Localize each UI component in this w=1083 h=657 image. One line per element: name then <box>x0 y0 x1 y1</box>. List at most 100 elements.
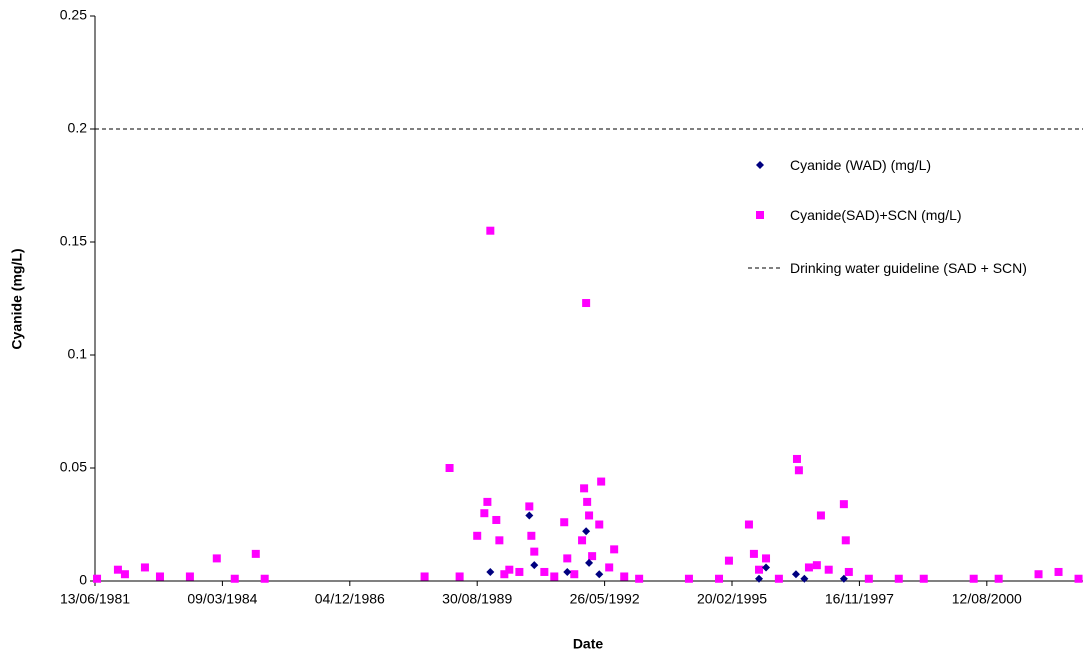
square-marker <box>455 572 464 581</box>
diamond-marker <box>791 570 800 579</box>
square-marker <box>605 563 614 572</box>
square-marker <box>492 515 501 524</box>
square-marker <box>505 565 514 574</box>
legend-label: Cyanide(SAD)+SCN (mg/L) <box>790 207 962 223</box>
square-marker <box>260 574 269 583</box>
square-marker <box>774 574 783 583</box>
square-marker <box>500 570 509 579</box>
square-marker <box>755 565 764 574</box>
square-marker <box>994 574 1003 583</box>
square-marker <box>969 574 978 583</box>
square-marker <box>483 497 492 506</box>
diamond-marker <box>563 567 572 576</box>
diamond-marker <box>756 161 764 169</box>
x-tick-label: 12/08/2000 <box>952 591 1022 607</box>
diamond-marker <box>582 527 591 536</box>
x-tick-label: 26/05/1992 <box>570 591 640 607</box>
square-marker <box>583 497 592 506</box>
diamond-marker <box>525 511 534 520</box>
diamond-marker <box>585 558 594 567</box>
square-marker <box>113 565 122 574</box>
square-marker <box>762 554 771 563</box>
y-tick-label: 0.1 <box>68 346 88 362</box>
square-marker <box>597 477 606 486</box>
x-tick-label: 13/06/1981 <box>60 591 130 607</box>
square-marker <box>724 556 733 565</box>
square-marker <box>525 502 534 511</box>
square-marker <box>894 574 903 583</box>
x-tick-label: 20/02/1995 <box>697 591 767 607</box>
square-marker <box>550 572 559 581</box>
square-marker <box>824 565 833 574</box>
square-marker <box>212 554 221 563</box>
square-marker <box>794 466 803 475</box>
square-marker <box>635 574 644 583</box>
square-marker <box>919 574 928 583</box>
square-marker <box>610 545 619 554</box>
square-marker <box>595 520 604 529</box>
square-marker <box>473 531 482 540</box>
y-tick-label: 0.15 <box>60 233 87 249</box>
y-axis-label: Cyanide (mg/L) <box>9 248 25 349</box>
square-marker <box>1054 567 1063 576</box>
square-marker <box>749 549 758 558</box>
square-marker <box>684 574 693 583</box>
square-marker <box>120 570 129 579</box>
y-tick-label: 0.25 <box>60 7 87 23</box>
square-marker <box>582 299 591 308</box>
square-marker <box>230 574 239 583</box>
square-marker <box>756 211 764 219</box>
square-marker <box>864 574 873 583</box>
diamond-marker <box>595 570 604 579</box>
square-marker <box>844 567 853 576</box>
square-marker <box>420 572 429 581</box>
x-tick-label: 16/11/1997 <box>825 591 894 607</box>
square-marker <box>563 554 572 563</box>
square-marker <box>527 531 536 540</box>
x-tick-label: 30/08/1989 <box>442 591 512 607</box>
square-marker <box>620 572 629 581</box>
diamond-marker <box>762 563 771 572</box>
square-marker <box>140 563 149 572</box>
square-marker <box>93 574 102 583</box>
square-marker <box>715 574 724 583</box>
square-marker <box>580 484 589 493</box>
x-tick-label: 09/03/1984 <box>187 591 257 607</box>
square-marker <box>1034 570 1043 579</box>
square-marker <box>804 563 813 572</box>
square-marker <box>1074 574 1083 583</box>
square-marker <box>486 226 495 235</box>
square-marker <box>588 552 597 561</box>
square-marker <box>155 572 164 581</box>
square-marker <box>839 500 848 509</box>
square-marker <box>495 536 504 545</box>
y-tick-label: 0.2 <box>68 120 88 136</box>
square-marker <box>792 454 801 463</box>
square-marker <box>744 520 753 529</box>
x-axis-label: Date <box>573 636 604 652</box>
square-marker <box>585 511 594 520</box>
square-marker <box>251 549 260 558</box>
square-marker <box>515 567 524 576</box>
diamond-marker <box>486 567 495 576</box>
legend-label: Cyanide (WAD) (mg/L) <box>790 157 932 173</box>
x-tick-label: 04/12/1986 <box>315 591 385 607</box>
square-marker <box>570 570 579 579</box>
diamond-marker <box>755 574 764 583</box>
diamond-marker <box>800 574 809 583</box>
square-marker <box>530 547 539 556</box>
diamond-marker <box>530 561 539 570</box>
square-marker <box>816 511 825 520</box>
square-marker <box>812 561 821 570</box>
square-marker <box>185 572 194 581</box>
square-marker <box>480 509 489 518</box>
square-marker <box>560 518 569 527</box>
square-marker <box>445 464 454 472</box>
legend-label: Drinking water guideline (SAD + SCN) <box>790 260 1027 276</box>
square-marker <box>841 536 850 545</box>
y-tick-label: 0.05 <box>60 459 87 475</box>
square-marker <box>540 567 549 576</box>
square-marker <box>578 536 587 545</box>
